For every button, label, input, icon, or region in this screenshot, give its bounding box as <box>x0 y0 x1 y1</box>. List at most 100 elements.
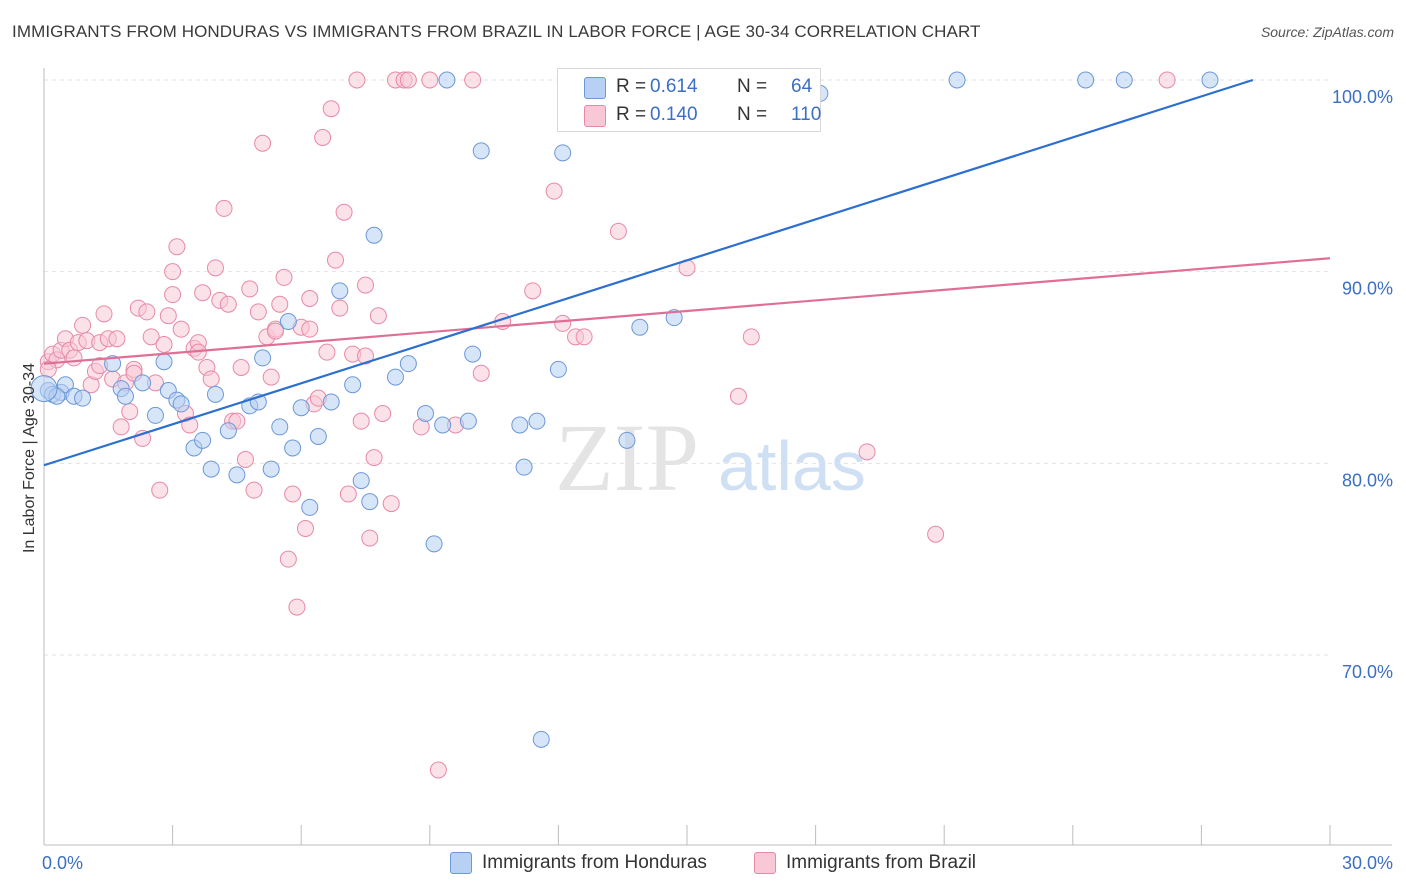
honduras-point <box>284 439 302 457</box>
honduras-swatch-icon <box>584 77 606 99</box>
honduras-point <box>228 466 246 484</box>
brazil-point <box>271 295 289 313</box>
honduras-point <box>309 428 327 445</box>
honduras-point <box>948 71 966 89</box>
legend-n-label: N = <box>737 104 768 125</box>
brazil-point <box>206 259 224 277</box>
honduras-point <box>194 431 212 449</box>
honduras-point <box>322 393 340 411</box>
brazil-point <box>609 222 627 240</box>
zipatlas-watermark: ZIP atlas <box>555 404 866 511</box>
honduras-point <box>134 374 152 392</box>
legend-n-value: 110 <box>791 104 822 125</box>
brazil-point <box>215 199 233 217</box>
brazil-point <box>168 238 186 256</box>
legend-n-label: N = <box>737 76 768 97</box>
honduras-point <box>219 422 237 440</box>
honduras-point <box>292 399 310 417</box>
honduras-point <box>331 282 349 300</box>
brazil-point <box>322 100 340 118</box>
honduras-point <box>425 535 443 553</box>
brazil-point <box>1158 71 1176 89</box>
brazil-point <box>65 349 83 367</box>
honduras-legend-swatch-icon <box>450 852 472 874</box>
brazil-point <box>249 303 267 321</box>
brazil-point <box>365 449 383 467</box>
honduras-point <box>206 385 224 403</box>
brazil-point <box>472 364 490 382</box>
x-tick-label: 0.0% <box>42 853 83 873</box>
brazil-point <box>284 485 302 503</box>
brazil-point <box>262 368 280 386</box>
brazil-point <box>108 330 126 348</box>
brazil-point <box>241 280 259 298</box>
watermark-zip: ZIP <box>555 404 699 511</box>
brazil-point <box>374 405 392 422</box>
brazil-point <box>314 129 332 146</box>
honduras-point <box>515 458 533 476</box>
brazil-point <box>357 276 374 294</box>
brazil-point <box>858 443 876 461</box>
legend-r-label: R = <box>616 76 647 97</box>
legend-entry-brazil: Immigrants from Brazil <box>786 852 977 873</box>
brazil-point <box>164 263 182 281</box>
chart-title: IMMIGRANTS FROM HONDURAS VS IMMIGRANTS F… <box>12 22 981 41</box>
series-honduras-points <box>30 71 1219 748</box>
brazil-point <box>266 322 284 340</box>
honduras-trend-line <box>43 78 1254 467</box>
honduras-point <box>30 375 58 403</box>
honduras-point <box>155 353 173 371</box>
brazil-point <box>275 268 293 286</box>
brazil-point <box>927 525 945 543</box>
source-credit: Source: ZipAtlas.com <box>1260 24 1394 40</box>
honduras-point <box>549 360 567 378</box>
honduras-point <box>116 387 134 405</box>
honduras-point <box>262 460 280 478</box>
brazil-point <box>729 387 747 405</box>
brazil-point <box>335 203 353 221</box>
tick-labels: 70.0% 80.0% 90.0% 100.0% 0.0% 30.0% <box>42 87 1393 873</box>
honduras-point <box>434 416 452 434</box>
brazil-point <box>348 71 366 89</box>
brazil-point <box>245 481 263 499</box>
series-brazil-points <box>39 71 1176 779</box>
brazil-point <box>421 71 439 89</box>
stats-legend: R = 0.614 N = 64 R = 0.140 N = 110 <box>557 68 821 132</box>
honduras-point <box>56 376 74 394</box>
brazil-point <box>331 299 349 317</box>
y-tick-label: 70.0% <box>1342 662 1393 682</box>
brazil-legend-swatch-icon <box>754 852 776 874</box>
brazil-point <box>74 316 92 334</box>
brazil-point <box>232 359 250 376</box>
honduras-point <box>146 406 164 424</box>
honduras-point <box>618 431 636 449</box>
brazil-point <box>202 370 220 388</box>
honduras-point <box>472 142 490 160</box>
brazil-point <box>575 328 593 346</box>
brazil-point <box>142 328 160 346</box>
brazil-point <box>279 550 297 568</box>
y-tick-label: 90.0% <box>1342 279 1393 299</box>
honduras-point <box>399 355 417 373</box>
brazil-point <box>352 412 370 430</box>
honduras-point <box>301 498 319 516</box>
brazil-point <box>464 71 482 89</box>
x-tick-label: 30.0% <box>1342 853 1393 873</box>
honduras-point <box>464 345 482 363</box>
brazil-point <box>155 336 173 353</box>
honduras-point <box>104 355 122 373</box>
brazil-point <box>159 307 177 325</box>
brazil-point <box>288 598 306 616</box>
brazil-point <box>112 418 130 436</box>
brazil-point <box>301 290 319 307</box>
brazil-point <box>121 403 139 421</box>
brazil-point <box>326 251 344 269</box>
legend-r-label: R = <box>616 104 647 125</box>
trend-lines <box>43 78 1331 467</box>
y-tick-label: 80.0% <box>1342 470 1393 490</box>
brazil-point <box>219 295 237 313</box>
brazil-swatch-icon <box>584 105 606 127</box>
honduras-point <box>511 416 529 434</box>
honduras-point <box>344 376 362 394</box>
